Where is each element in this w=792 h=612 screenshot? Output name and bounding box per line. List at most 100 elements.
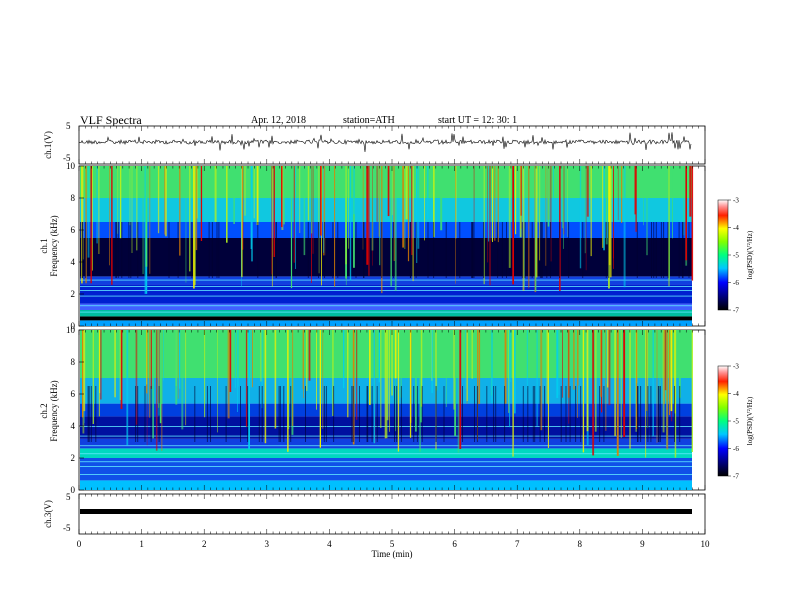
dark-streak-52 xyxy=(137,386,139,442)
dark-streak-27 xyxy=(283,386,285,442)
dark-streak-20 xyxy=(325,386,327,442)
freq-tick-label-2: 4 xyxy=(71,421,76,431)
spheric-30 xyxy=(391,166,393,216)
dark-streak-16 xyxy=(415,222,417,278)
spheric-94 xyxy=(592,330,595,456)
spheric-39 xyxy=(307,166,310,221)
dark-streak-31 xyxy=(569,386,571,442)
spheric-80 xyxy=(405,166,408,220)
spheric-29 xyxy=(308,330,311,381)
spheric-54 xyxy=(538,166,540,223)
dark-streak-3 xyxy=(80,222,82,278)
dark-streak-13 xyxy=(324,222,325,278)
cb-tick-label-1: -4 xyxy=(733,390,739,398)
spheric-61 xyxy=(652,330,654,437)
dark-streak-65 xyxy=(81,222,83,278)
dark-streak-28 xyxy=(208,222,210,278)
dark-streak-44 xyxy=(240,386,241,442)
spheric-126 xyxy=(159,330,162,424)
spheric-58 xyxy=(391,330,393,396)
spheric-114 xyxy=(617,166,619,221)
dark-streak-5 xyxy=(332,222,334,278)
spheric-145 xyxy=(584,166,586,254)
spheric-56 xyxy=(87,166,90,258)
dark-streak-51 xyxy=(427,222,429,278)
dark-streak-61 xyxy=(608,222,610,278)
dark-streak-69 xyxy=(128,222,130,278)
dark-streak-47 xyxy=(647,386,649,442)
spheric-130 xyxy=(536,330,538,426)
spectrogram-band-9 xyxy=(80,166,692,198)
spheric-154 xyxy=(126,330,129,446)
dark-streak-0 xyxy=(87,386,89,442)
dark-streak-52 xyxy=(85,222,87,278)
dark-streak-8 xyxy=(651,222,652,278)
spheric-156 xyxy=(487,166,489,263)
dark-streak-48 xyxy=(637,386,639,442)
spectrogram-line-2 xyxy=(80,461,692,463)
spheric-82 xyxy=(312,166,314,254)
ch2-colorbar-scale xyxy=(717,365,729,477)
spheric-103 xyxy=(643,166,644,226)
spheric-41 xyxy=(419,330,421,452)
spheric-63 xyxy=(273,166,275,257)
spheric-41 xyxy=(545,166,547,266)
spheric-132 xyxy=(492,166,493,242)
spheric-84 xyxy=(509,330,512,382)
spheric-134 xyxy=(512,166,514,285)
spheric-136 xyxy=(621,166,623,223)
spheric-74 xyxy=(85,166,87,284)
spheric-104 xyxy=(374,330,376,444)
dark-streak-42 xyxy=(678,222,680,278)
ch1-spectrogram-image xyxy=(80,166,694,326)
dark-streak-41 xyxy=(210,386,211,442)
spectrogram-band-8 xyxy=(80,198,692,222)
dark-streak-24 xyxy=(501,222,503,278)
ch1-waveform-line xyxy=(78,132,692,153)
freq-tick-label-0: 0 xyxy=(71,485,76,495)
spheric-139 xyxy=(466,330,468,401)
spheric-21 xyxy=(494,166,496,241)
spectrogram-line-4 xyxy=(80,286,692,287)
dark-streak-15 xyxy=(177,222,179,278)
spheric-94 xyxy=(290,166,293,289)
spheric-19 xyxy=(515,166,517,235)
ch1-waveform-panel: 5 -5 ch.1(V) xyxy=(43,121,706,165)
spheric-24 xyxy=(663,330,665,405)
dark-streak-33 xyxy=(506,222,507,278)
dark-streak-56 xyxy=(522,386,524,442)
ch3-waveform-line xyxy=(80,509,692,514)
spheric-153 xyxy=(287,330,289,452)
spheric-145 xyxy=(135,330,138,425)
dark-streak-23 xyxy=(575,386,577,442)
spheric-43 xyxy=(540,330,543,431)
spheric-75 xyxy=(144,166,147,294)
dark-streak-68 xyxy=(682,222,684,278)
spheric-37 xyxy=(189,166,191,272)
spheric-136 xyxy=(83,330,86,412)
dark-streak-46 xyxy=(218,222,220,278)
spectrogram-line-1 xyxy=(80,305,692,307)
spheric-107 xyxy=(454,330,457,436)
dark-streak-60 xyxy=(150,386,152,442)
spheric-39 xyxy=(343,330,345,389)
spheric-67 xyxy=(119,166,122,239)
spheric-110 xyxy=(616,330,619,456)
dark-streak-43 xyxy=(445,222,447,278)
ch2-spectrogram-panel: 0 2 4 6 8 10 ch.2 Frequency (kHz) xyxy=(39,325,706,495)
dark-streak-48 xyxy=(257,222,259,278)
dark-streak-25 xyxy=(115,222,117,278)
spheric-158 xyxy=(323,166,325,253)
spheric-144 xyxy=(237,330,238,412)
dark-streak-43 xyxy=(367,386,369,442)
spheric-90 xyxy=(250,330,252,388)
dark-streak-49 xyxy=(541,222,543,278)
spheric-158 xyxy=(245,330,248,427)
spectrogram-line-0 xyxy=(80,474,692,475)
spheric-4 xyxy=(691,330,693,452)
spheric-123 xyxy=(234,330,236,388)
spheric-156 xyxy=(175,330,178,405)
dark-streak-37 xyxy=(352,386,354,442)
time-tick-label-4: 4 xyxy=(327,539,332,549)
ch1-spec-ylabel-top: ch.1 xyxy=(39,238,49,253)
